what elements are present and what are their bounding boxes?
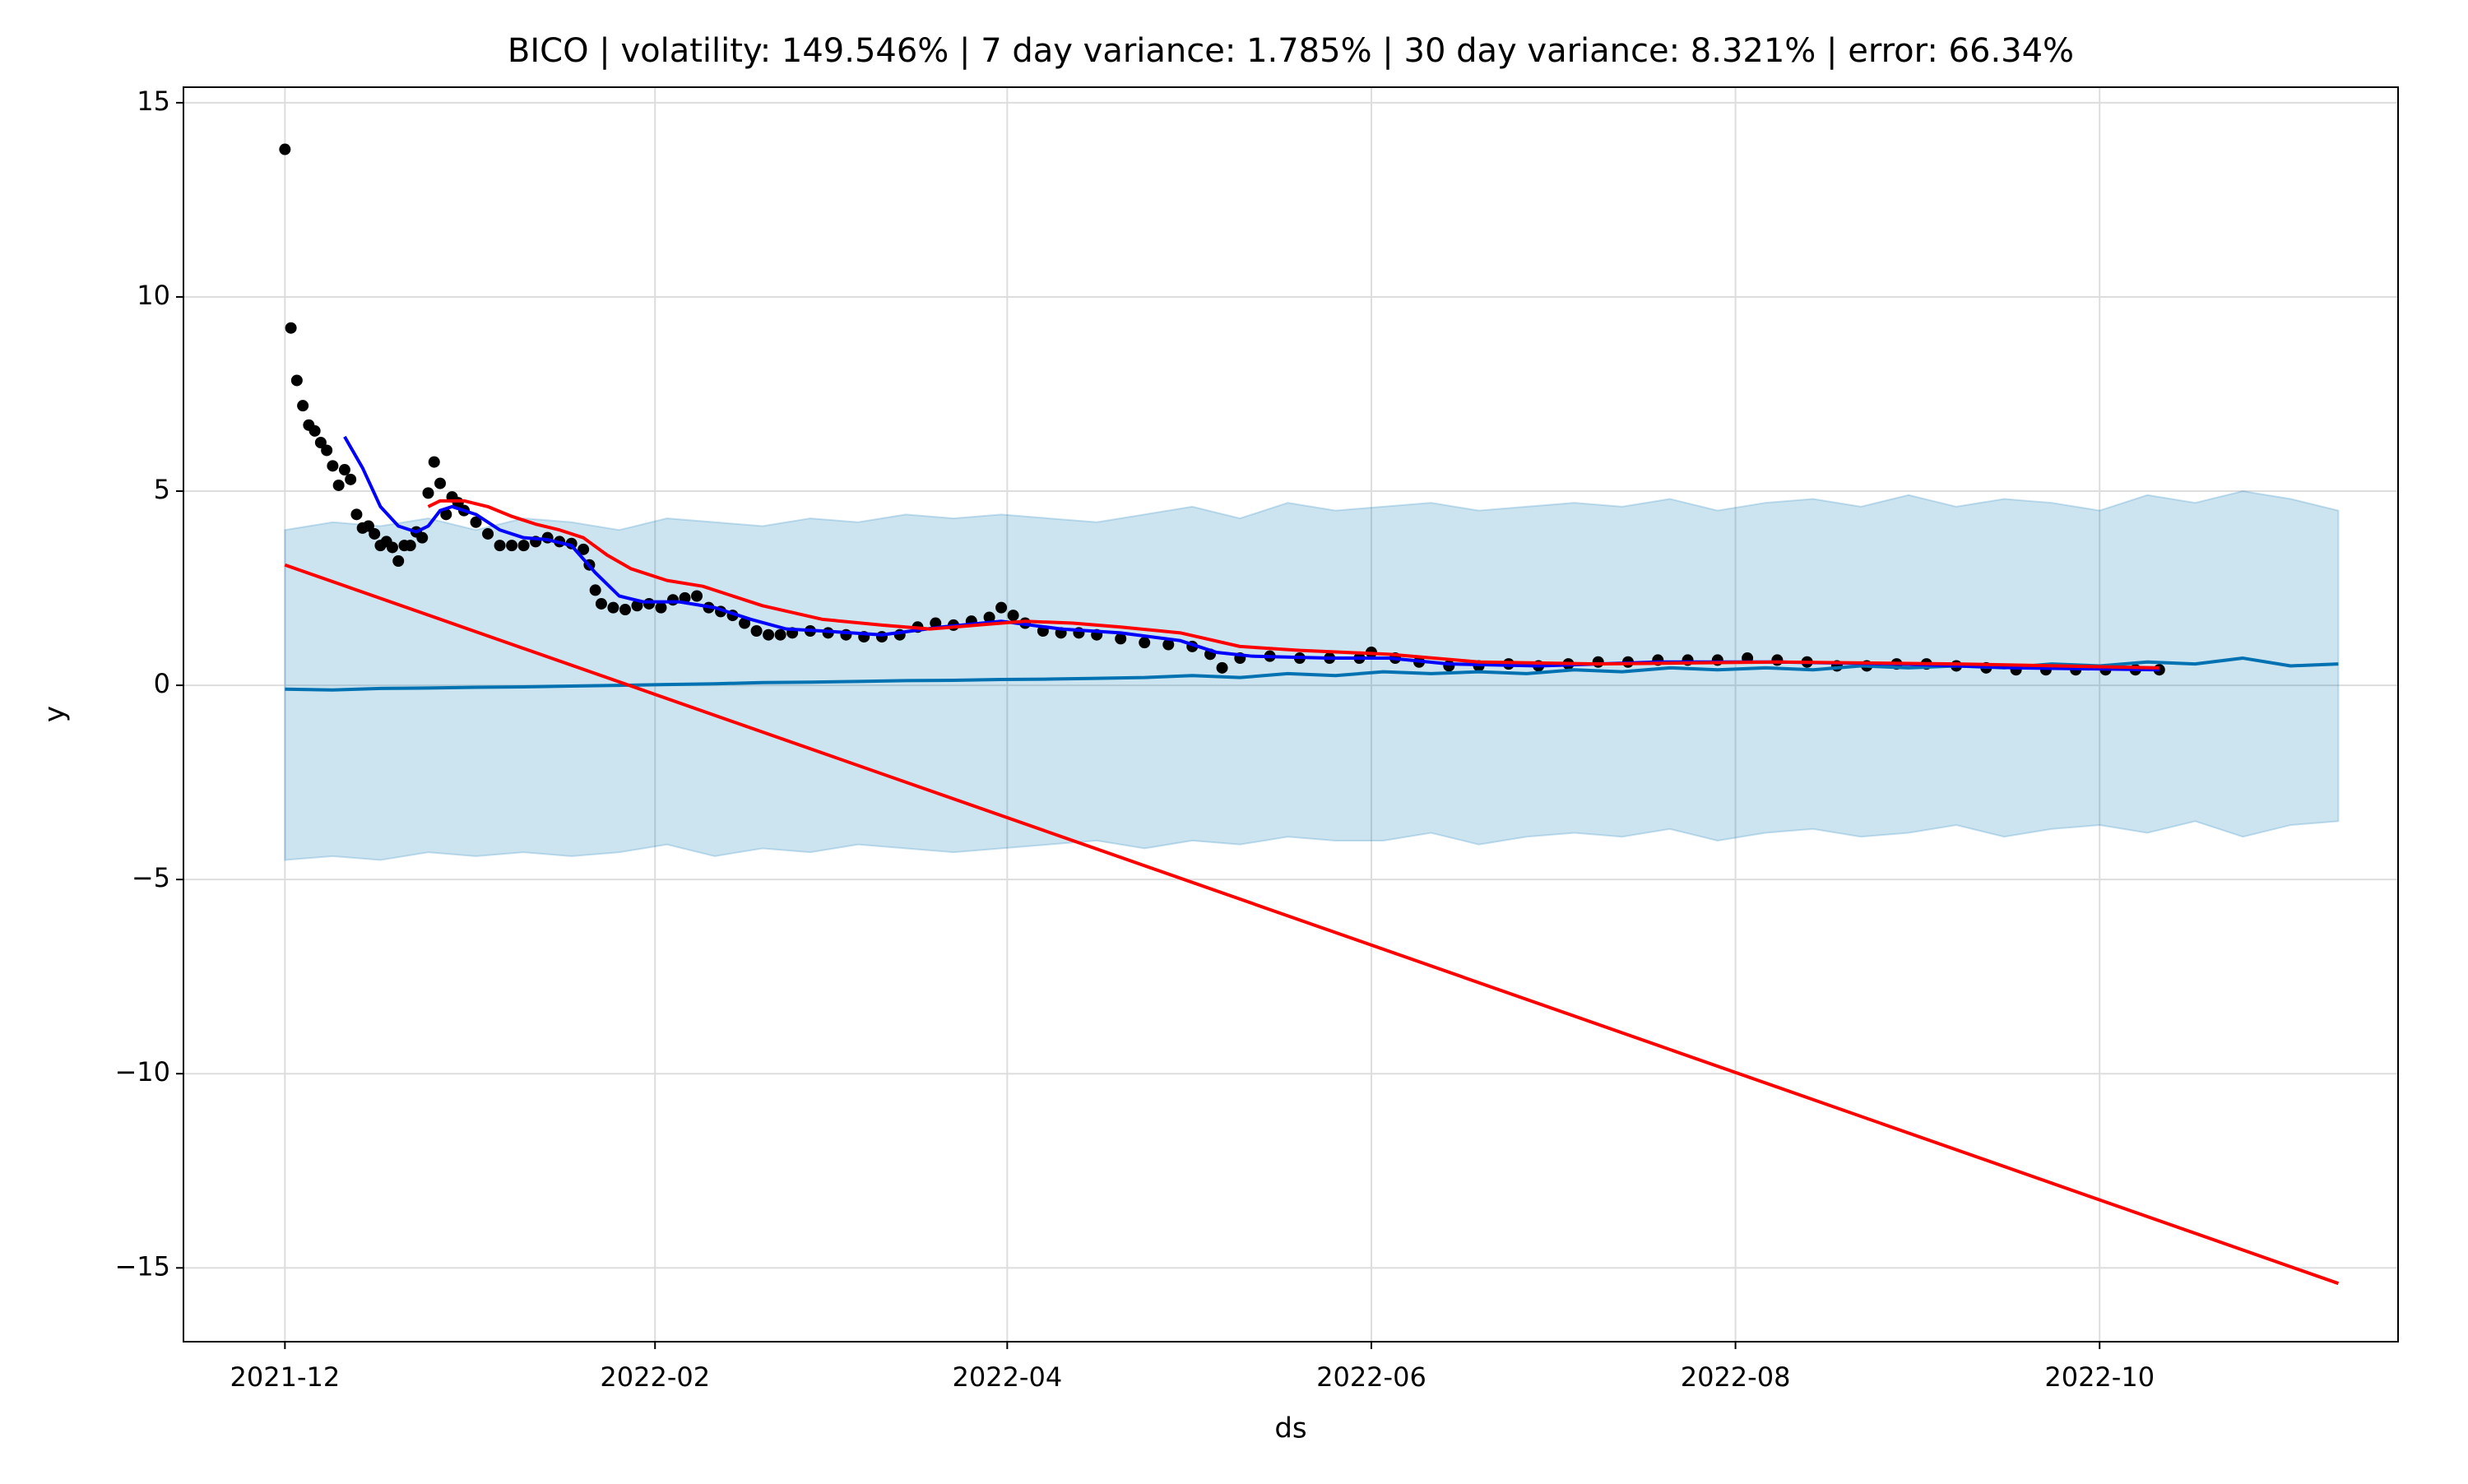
data-point (607, 601, 619, 614)
data-point (666, 594, 679, 606)
data-point (279, 143, 291, 155)
data-point (440, 508, 452, 521)
y-tick-label: −10 (114, 1056, 170, 1087)
data-point (416, 531, 429, 544)
data-point (350, 508, 363, 521)
data-point (327, 460, 339, 472)
x-tick-label: 2022-10 (2044, 1361, 2155, 1393)
grid (183, 87, 2398, 1342)
line (427, 499, 2160, 670)
data-point (619, 604, 631, 616)
data-point (1162, 638, 1175, 651)
y-tick-label: 0 (154, 668, 170, 699)
data-point (297, 400, 309, 412)
data-point (589, 584, 601, 596)
data-point (392, 555, 405, 568)
data-point (1139, 637, 1151, 649)
data-point (332, 479, 345, 491)
x-tick-label: 2021-12 (230, 1361, 341, 1393)
x-tick-label: 2022-08 (1681, 1361, 1791, 1393)
data-point (321, 444, 333, 457)
data-point (362, 520, 374, 532)
x-axis-label: ds (1274, 1412, 1306, 1445)
data-point (1115, 633, 1127, 645)
plot-area (279, 143, 2340, 1286)
data-point (578, 543, 590, 555)
data-point (739, 617, 751, 629)
x-tick-label: 2022-04 (952, 1361, 1062, 1393)
data-point (494, 540, 506, 552)
data-point (750, 624, 763, 637)
y-axis-label: y (39, 706, 72, 722)
y-tick-label: 5 (154, 474, 170, 505)
data-point (345, 473, 357, 485)
data-point (1216, 661, 1228, 674)
data-point (763, 628, 775, 641)
data-point (338, 464, 350, 476)
data-point (595, 597, 607, 610)
data-point (470, 516, 482, 528)
data-point (482, 527, 494, 540)
data-point (422, 487, 434, 499)
axes: −15 −10 −5 0 5 10 15 2021-12 2022-02 2022-04 2022-… (114, 86, 2399, 1393)
x-tick-label: 2022-02 (600, 1361, 710, 1393)
data-point (404, 540, 416, 552)
chart-title: BICO | volatility: 149.546% | 7 day vari… (508, 32, 2074, 70)
data-point (691, 590, 703, 602)
data-point (774, 628, 786, 641)
data-point (1771, 654, 1784, 666)
y-tick-label: 10 (137, 280, 170, 311)
data-point (631, 600, 643, 612)
data-point (369, 527, 381, 540)
y-tick-label: −5 (132, 862, 170, 893)
data-point (1592, 656, 1604, 668)
data-point (995, 601, 1008, 614)
data-point (655, 601, 667, 614)
data-point (314, 437, 327, 449)
data-point (517, 540, 530, 552)
data-point (428, 456, 440, 468)
data-point (290, 374, 303, 387)
data-point (1443, 660, 1455, 672)
data-point (285, 322, 297, 334)
y-tick-label: 15 (137, 86, 170, 117)
data-point (434, 477, 447, 489)
data-point (506, 540, 518, 552)
data-point (983, 611, 995, 624)
data-point (1007, 610, 1019, 622)
data-point (386, 541, 398, 554)
line (343, 435, 2160, 672)
y-tick-label: −15 (114, 1250, 170, 1282)
data-point (308, 424, 321, 437)
line (284, 563, 2340, 1286)
x-tick-label: 2022-06 (1316, 1361, 1427, 1393)
data-point (643, 597, 655, 610)
axes-frame (183, 86, 2399, 1343)
